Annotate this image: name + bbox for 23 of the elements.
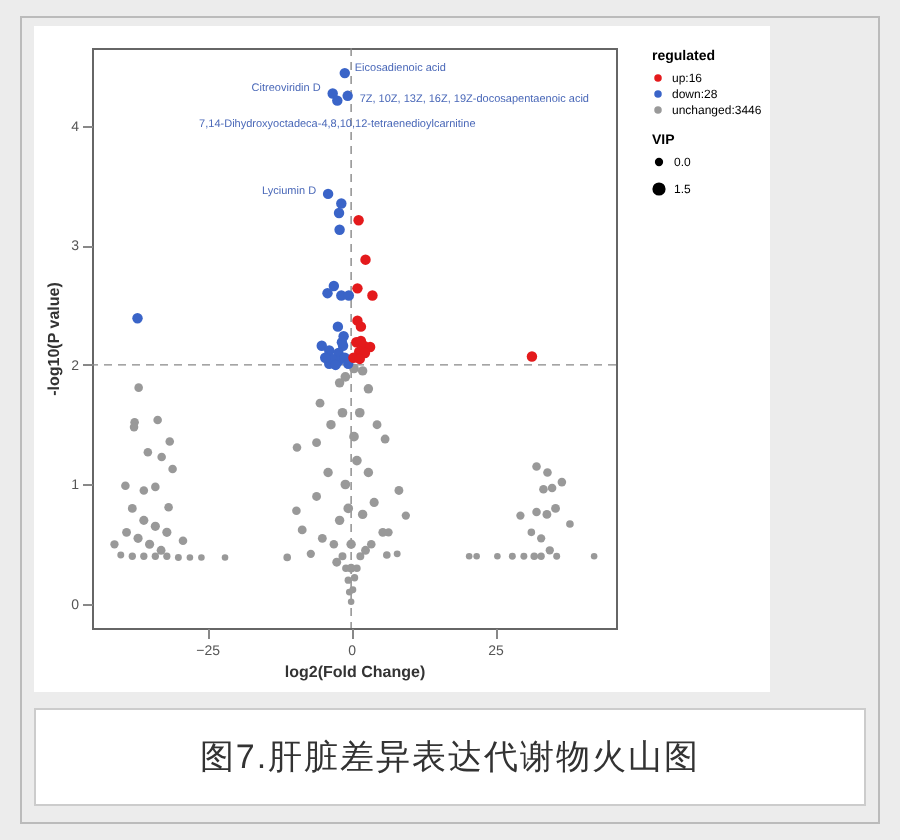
- point: [355, 321, 367, 332]
- point: [327, 88, 338, 99]
- point: [353, 214, 364, 226]
- point: [333, 207, 345, 219]
- point: [367, 290, 378, 301]
- point: [360, 254, 371, 265]
- y-axis-title: -log10(P value): [45, 281, 64, 396]
- point: [132, 313, 143, 324]
- point: [352, 283, 363, 294]
- caption: 图7.肝脏差异表达代谢物火山图: [34, 708, 866, 806]
- point: [328, 280, 340, 292]
- point: [332, 95, 343, 106]
- point: [338, 330, 349, 342]
- x-axis-title: log2(Fold Change): [284, 663, 426, 681]
- point: [526, 351, 538, 362]
- point: [342, 90, 353, 102]
- point: [322, 188, 334, 200]
- point: [322, 287, 333, 299]
- point: [332, 321, 344, 332]
- point: [316, 340, 327, 351]
- point: [336, 198, 347, 209]
- point: [339, 67, 351, 79]
- point: [334, 224, 345, 235]
